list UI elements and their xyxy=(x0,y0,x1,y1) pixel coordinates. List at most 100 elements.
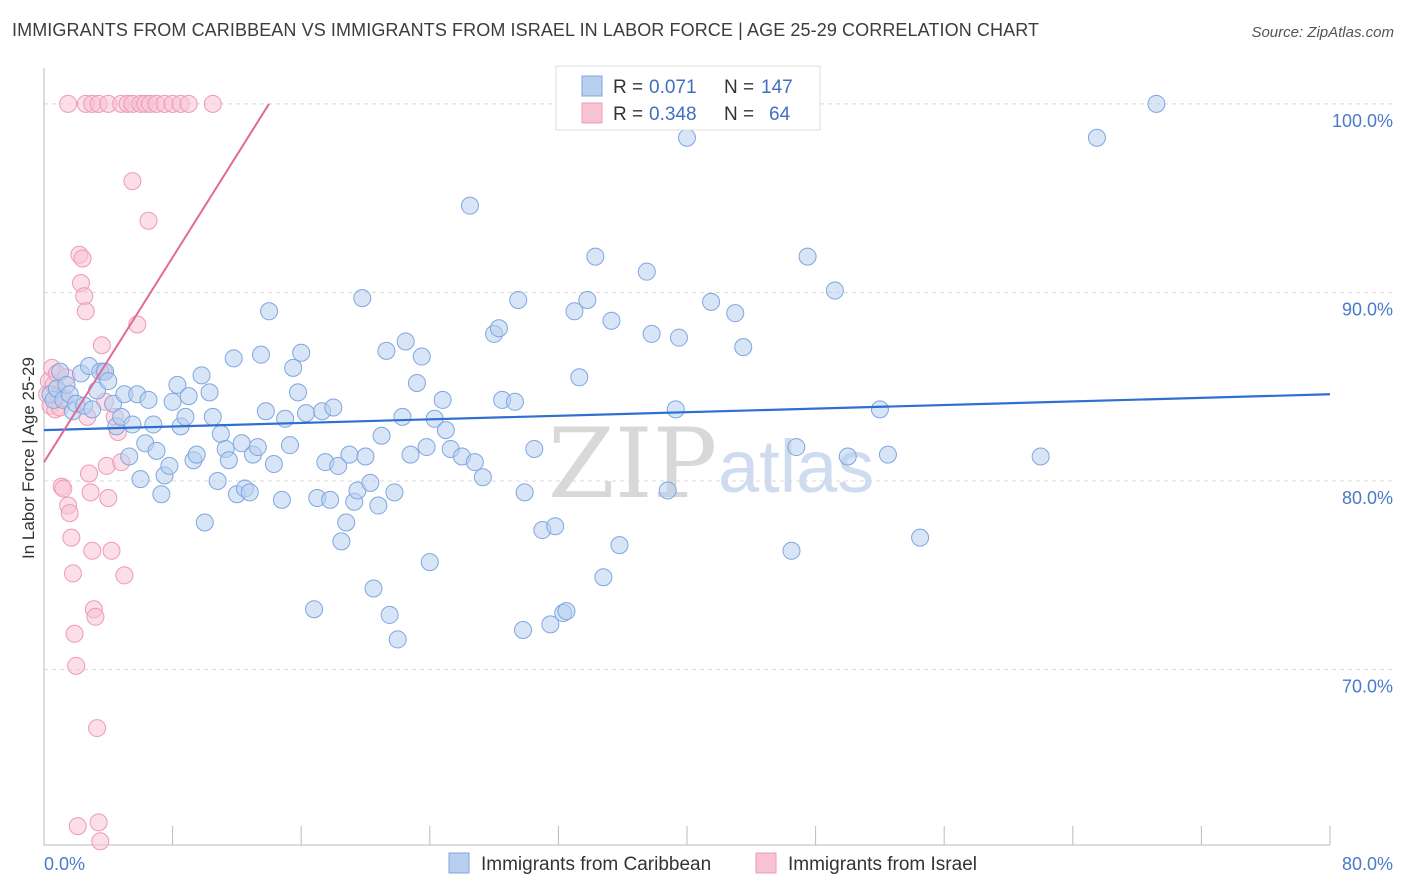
point-caribbean xyxy=(734,338,753,357)
point-caribbean xyxy=(292,343,311,362)
point-caribbean xyxy=(147,441,166,460)
point-caribbean xyxy=(83,400,102,419)
x-tick-labels: 0.0% 80.0% xyxy=(44,854,1393,874)
point-caribbean xyxy=(541,615,560,634)
point-caribbean xyxy=(546,517,565,536)
point-caribbean xyxy=(139,390,158,409)
point-caribbean xyxy=(417,438,436,457)
bottom-legend-israel: Immigrants from Israel xyxy=(788,854,977,875)
point-caribbean xyxy=(557,602,576,621)
point-caribbean xyxy=(152,485,171,504)
point-caribbean xyxy=(473,468,492,487)
point-caribbean xyxy=(324,398,343,417)
point-caribbean xyxy=(364,579,383,598)
point-caribbean xyxy=(726,304,745,323)
point-caribbean xyxy=(321,490,340,509)
point-caribbean xyxy=(586,247,605,266)
point-israel xyxy=(59,94,78,113)
point-caribbean xyxy=(669,328,688,347)
point-caribbean xyxy=(380,605,399,624)
point-caribbean xyxy=(252,345,271,364)
trend-lines xyxy=(43,103,1331,463)
point-caribbean xyxy=(570,368,589,387)
point-caribbean xyxy=(160,456,179,475)
point-israel xyxy=(92,336,111,355)
point-caribbean xyxy=(436,421,455,440)
point-caribbean xyxy=(195,513,214,532)
point-caribbean xyxy=(372,426,391,445)
point-caribbean xyxy=(420,553,439,572)
point-caribbean xyxy=(401,445,420,464)
point-caribbean xyxy=(460,196,479,215)
axes xyxy=(43,68,1331,846)
point-israel xyxy=(76,302,95,321)
point-caribbean xyxy=(297,404,316,423)
point-israel xyxy=(81,483,100,502)
point-caribbean xyxy=(377,341,396,360)
legend-n-label-1: N = xyxy=(724,77,754,98)
y-tick-label: 80.0% xyxy=(1342,488,1393,508)
point-israel xyxy=(102,541,121,560)
point-israel xyxy=(73,249,92,268)
point-israel xyxy=(89,813,108,832)
point-caribbean xyxy=(168,375,187,394)
point-caribbean xyxy=(353,289,372,308)
point-caribbean xyxy=(514,621,533,640)
legend-r-value-caribbean: 0.071 xyxy=(649,77,697,98)
point-caribbean xyxy=(123,415,142,434)
point-caribbean xyxy=(666,400,685,419)
watermark-atlas: atlas xyxy=(718,425,874,508)
point-caribbean xyxy=(337,513,356,532)
point-israel xyxy=(179,94,198,113)
point-israel xyxy=(68,817,87,836)
legend-n-label-2: N = xyxy=(724,104,754,125)
y-tick-label: 100.0% xyxy=(1332,111,1393,131)
point-israel xyxy=(67,656,86,675)
point-caribbean xyxy=(515,483,534,502)
legend-r-label-2: R = xyxy=(613,104,643,125)
point-caribbean xyxy=(838,447,857,466)
point-caribbean xyxy=(870,400,889,419)
legend-r-label-1: R = xyxy=(613,77,643,98)
point-caribbean xyxy=(505,392,524,411)
point-caribbean xyxy=(602,311,621,330)
point-caribbean xyxy=(782,541,801,560)
point-caribbean xyxy=(272,490,291,509)
legend-swatch-israel xyxy=(581,102,603,124)
point-caribbean xyxy=(187,445,206,464)
point-caribbean xyxy=(509,290,528,309)
x-tick-label-min: 0.0% xyxy=(44,854,85,874)
point-israel xyxy=(115,566,134,585)
point-caribbean xyxy=(642,324,661,343)
point-israel xyxy=(139,211,158,230)
point-caribbean xyxy=(211,424,230,443)
point-caribbean xyxy=(176,407,195,426)
point-caribbean xyxy=(1147,94,1166,113)
point-caribbean xyxy=(825,281,844,300)
point-israel xyxy=(62,528,81,547)
y-tick-label: 90.0% xyxy=(1342,299,1393,319)
point-caribbean xyxy=(388,630,407,649)
point-caribbean xyxy=(208,472,227,491)
point-israel xyxy=(88,719,107,738)
watermark-zip: ZIP xyxy=(548,408,717,520)
point-caribbean xyxy=(385,483,404,502)
point-caribbean xyxy=(288,383,307,402)
point-caribbean xyxy=(911,528,930,547)
point-caribbean xyxy=(637,262,656,281)
bottom-legend-caribbean: Immigrants from Caribbean xyxy=(481,854,711,875)
point-caribbean xyxy=(219,451,238,470)
point-caribbean xyxy=(284,358,303,377)
point-caribbean xyxy=(305,600,324,619)
point-caribbean xyxy=(332,532,351,551)
point-caribbean xyxy=(369,496,388,515)
point-caribbean xyxy=(356,447,375,466)
point-caribbean xyxy=(407,373,426,392)
point-caribbean xyxy=(702,292,721,311)
point-caribbean xyxy=(393,407,412,426)
point-caribbean xyxy=(120,447,139,466)
bottom-legend-swatch-caribbean xyxy=(448,852,470,874)
point-caribbean xyxy=(678,128,696,147)
series-legend: Immigrants from Caribbean Immigrants fro… xyxy=(448,852,977,875)
